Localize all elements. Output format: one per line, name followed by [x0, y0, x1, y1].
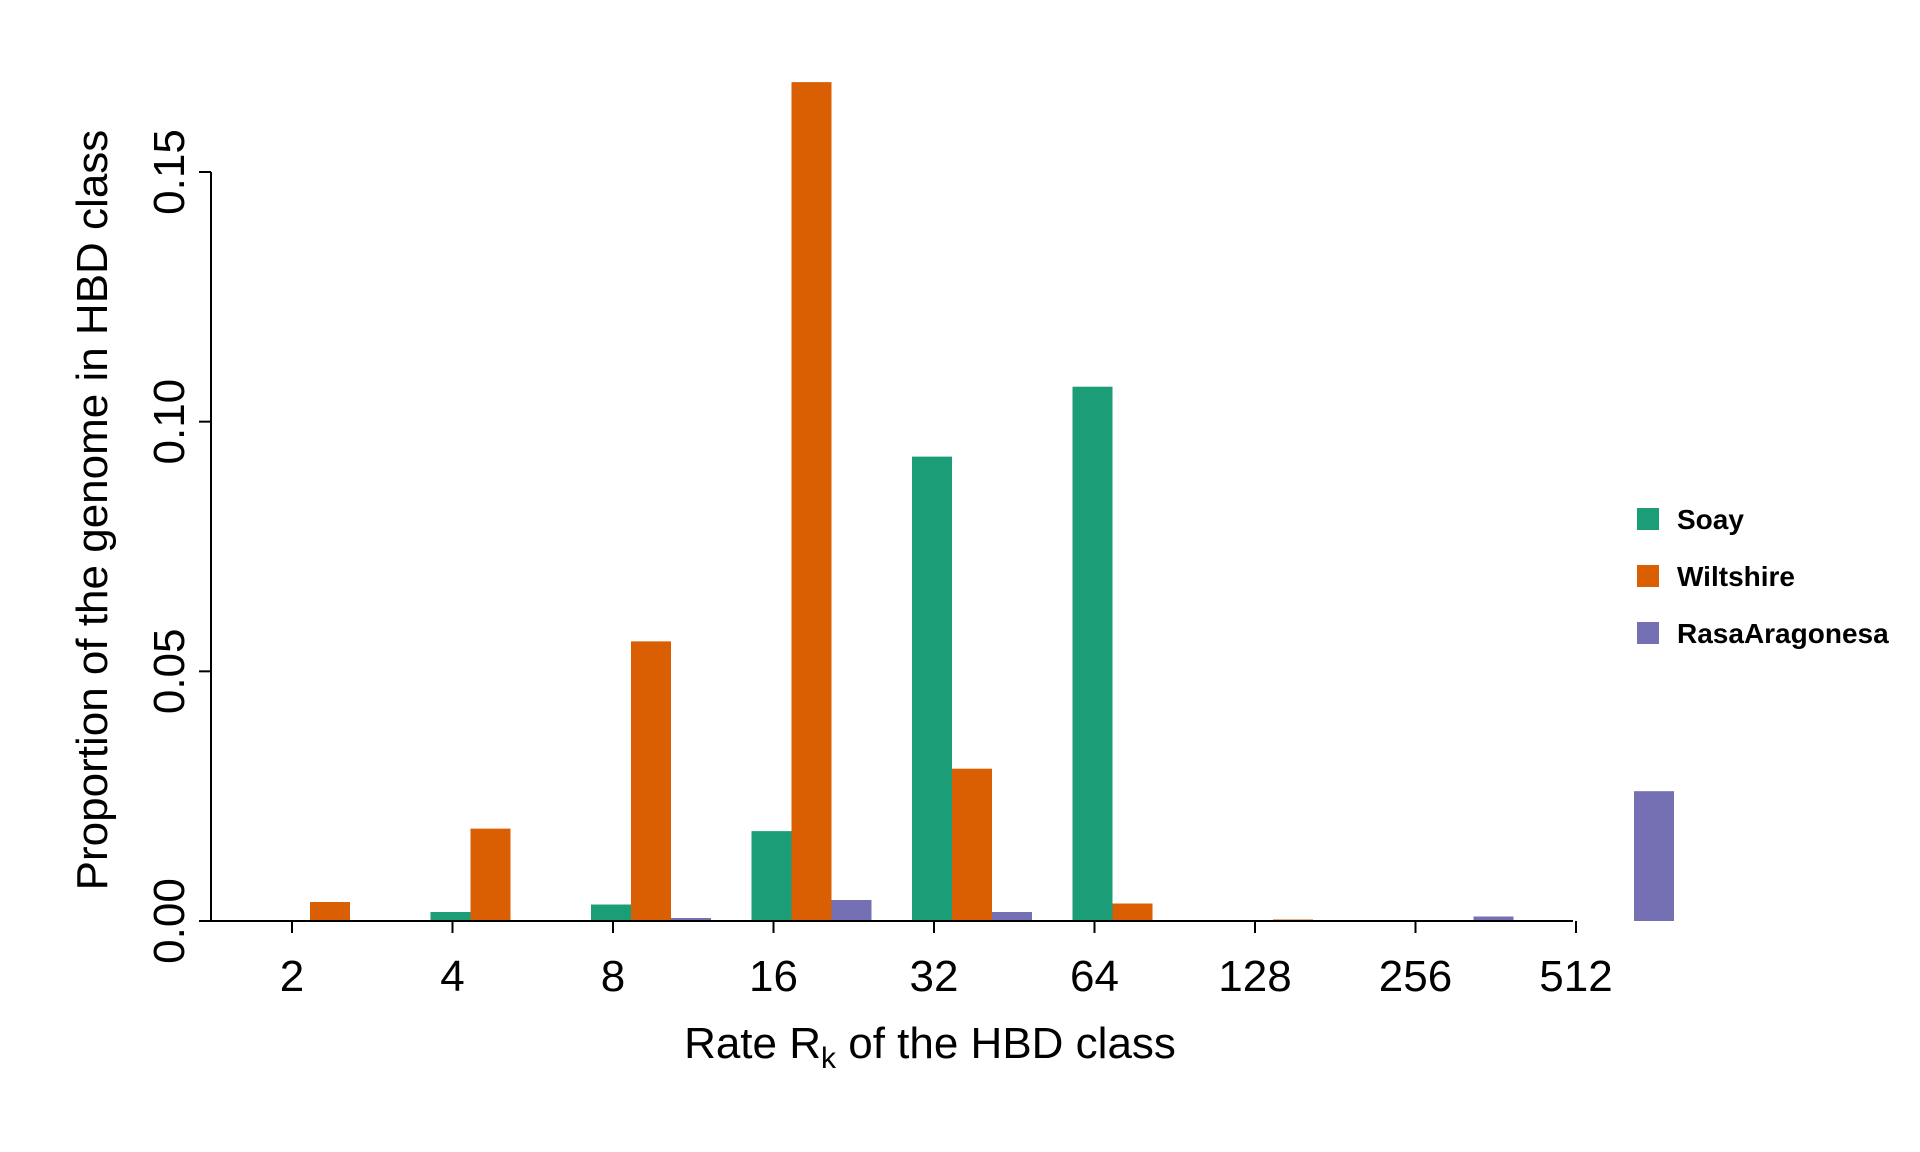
x-tick-label-32: 32	[910, 952, 959, 1001]
y-tick-label-0.05: 0.05	[145, 629, 194, 715]
bar-rasaaragonesa-8	[671, 918, 711, 921]
legend-label-wiltshire: Wiltshire	[1677, 561, 1795, 592]
bar-soay-16	[751, 831, 792, 921]
x-tick-label-8: 8	[601, 952, 625, 1001]
x-tick-label-4: 4	[440, 952, 464, 1001]
bar-rasaaragonesa-256	[1473, 916, 1514, 921]
bar-soay-4	[430, 912, 471, 921]
y-tick-label-0.00: 0.00	[145, 878, 194, 964]
bar-soay-8	[591, 904, 631, 921]
x-axis-title-rest: of the HBD class	[836, 1019, 1176, 1068]
bar-wiltshire-16	[791, 82, 832, 922]
x-ticks: 2 4 8 16 32 64 128 256 512	[280, 921, 1613, 1001]
x-tick-label-256: 256	[1379, 952, 1452, 1001]
y-axis-title: Proportion of the genome in HBD class	[68, 130, 117, 891]
x-tick-label-2: 2	[280, 952, 304, 1001]
legend-label-rasaaragonesa: RasaAragonesa	[1677, 618, 1889, 649]
legend: Soay Wiltshire RasaAragonesa	[1637, 504, 1889, 649]
y-ticks: 0.00 0.05 0.10 0.15	[145, 129, 211, 964]
x-axis-title: Rate Rk of the HBD class	[684, 1019, 1176, 1075]
bar-wiltshire-4	[470, 828, 511, 921]
legend-swatch-rasaaragonesa	[1637, 622, 1659, 644]
bar-wiltshire-8	[631, 641, 671, 921]
bar-wiltshire-32	[952, 768, 992, 921]
legend-swatch-soay	[1637, 508, 1659, 530]
x-tick-label-16: 16	[749, 952, 798, 1001]
legend-swatch-wiltshire	[1637, 565, 1659, 587]
x-tick-label-512: 512	[1539, 952, 1612, 1001]
y-tick-label-0.15: 0.15	[145, 129, 194, 215]
bar-rasaaragonesa-16	[831, 900, 872, 921]
x-tick-label-128: 128	[1218, 952, 1291, 1001]
legend-label-soay: Soay	[1677, 504, 1744, 535]
x-axis-title-subscript: k	[821, 1042, 837, 1075]
y-tick-label-0.10: 0.10	[145, 379, 194, 465]
bar-wiltshire-2	[310, 902, 350, 921]
bar-soay-64	[1072, 386, 1113, 921]
bars-layer	[310, 82, 1674, 922]
bar-rasaaragonesa-512	[1634, 791, 1674, 921]
bar-soay-32	[912, 456, 952, 921]
x-tick-label-64: 64	[1070, 952, 1119, 1001]
x-axis-title-main: Rate R	[684, 1019, 821, 1068]
bar-rasaaragonesa-32	[992, 912, 1032, 921]
bar-wiltshire-64	[1112, 903, 1153, 921]
